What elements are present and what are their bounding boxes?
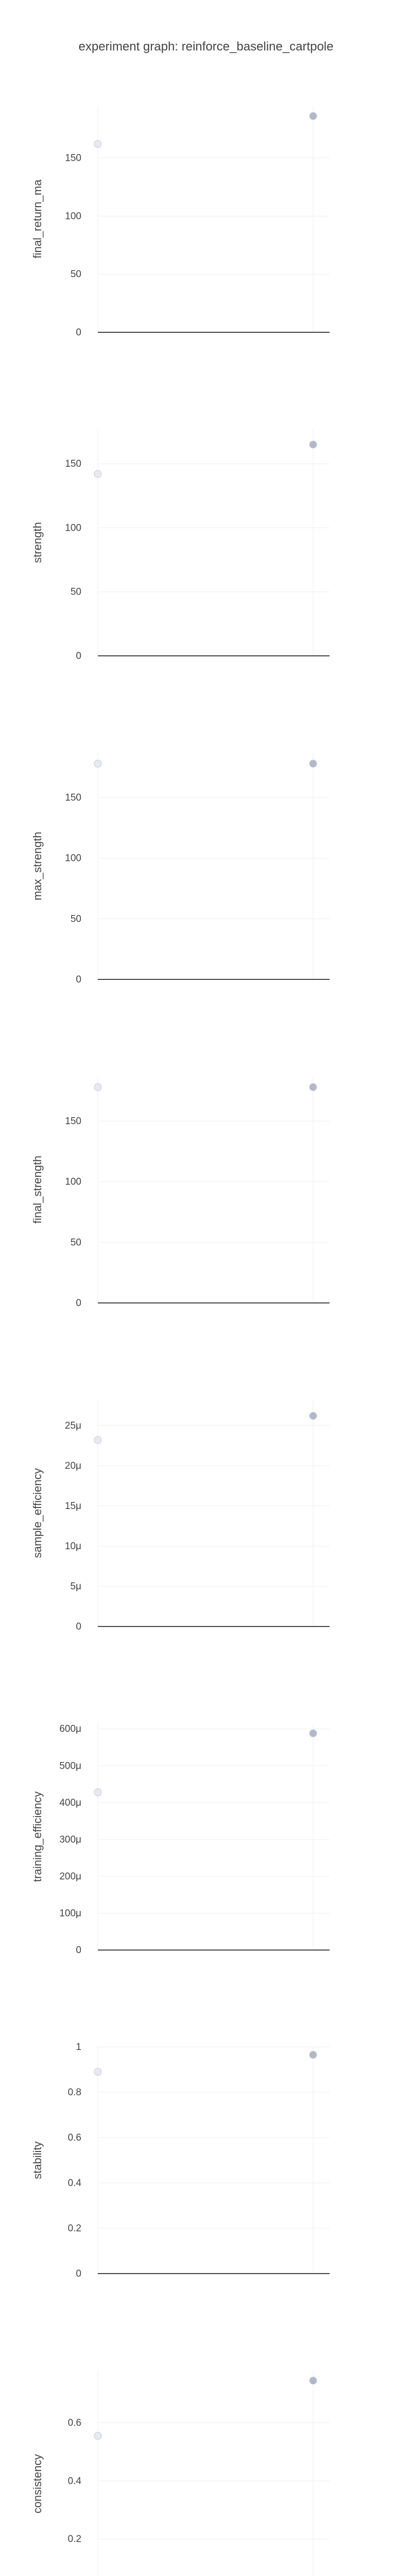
panel-final-return-ma: 0 50 100 150 final_return_ma	[31, 106, 330, 338]
y-tick-label: 50	[71, 587, 81, 598]
y-tick-label: 0.2	[68, 2534, 81, 2545]
y-tick-label: 0	[76, 1945, 81, 1956]
data-point-false	[94, 1436, 102, 1444]
y-tick-label: 0.2	[68, 2223, 81, 2234]
y-tick-label: 100	[65, 211, 81, 222]
y-tick-label: 0.8	[68, 2087, 81, 2098]
y-tick-label: 0	[76, 974, 81, 985]
data-point-true	[309, 1412, 317, 1420]
panel-consistency: 00.20.40.6consistencyFalseTrue	[31, 2370, 330, 2576]
y-tick-label: 0.6	[68, 2132, 81, 2143]
y-tick-label: 5μ	[70, 1581, 81, 1592]
data-point-true	[309, 759, 317, 768]
data-point-true	[309, 440, 317, 449]
y-tick-label: 0	[76, 651, 81, 662]
y-tick-label: 1	[76, 2042, 81, 2053]
y-tick-label: 15μ	[65, 1501, 81, 1512]
y-tick-label: 200μ	[59, 1871, 81, 1882]
y-axis-title: final_strength	[31, 1156, 44, 1224]
data-point-true	[309, 1083, 317, 1091]
y-tick-label: 150	[65, 153, 81, 164]
y-tick-label: 0	[76, 2268, 81, 2279]
data-point-false	[94, 1083, 102, 1091]
y-tick-label: 600μ	[59, 1724, 81, 1735]
data-point-false	[94, 1788, 102, 1797]
y-axis-title: final_return_ma	[31, 179, 44, 259]
y-axis-title: stability	[31, 2141, 44, 2179]
y-tick-label: 300μ	[59, 1834, 81, 1845]
data-point-false	[94, 2432, 102, 2440]
data-point-true	[309, 2377, 317, 2385]
y-tick-label: 10μ	[65, 1541, 81, 1552]
y-tick-label: 100	[65, 522, 81, 533]
data-point-false	[94, 759, 102, 768]
y-tick-label: 100μ	[59, 1908, 81, 1919]
y-tick-label: 150	[65, 1116, 81, 1127]
y-tick-label: 50	[71, 269, 81, 280]
y-tick-label: 0	[76, 1621, 81, 1632]
data-point-false	[94, 2067, 102, 2076]
y-tick-label: 0	[76, 327, 81, 338]
y-axis-title: max_strength	[31, 832, 44, 900]
data-point-true	[309, 1729, 317, 1737]
y-tick-label: 0.4	[68, 2476, 82, 2486]
panel-strength: 0 50 100 150 strength	[31, 429, 330, 662]
y-tick-label: 0.6	[68, 2418, 81, 2429]
panel-max-strength: 0 50 100 150 max_strength	[31, 753, 330, 985]
y-tick-label: 150	[65, 792, 81, 803]
data-point-false	[94, 140, 102, 148]
y-tick-label: 500μ	[59, 1760, 81, 1771]
data-point-true	[309, 112, 317, 120]
y-tick-label: 50	[71, 1237, 81, 1248]
y-tick-label: 100	[65, 1177, 81, 1188]
y-tick-label: 25μ	[65, 1420, 81, 1431]
y-tick-label: 20μ	[65, 1461, 81, 1471]
y-tick-label: 100	[65, 853, 81, 864]
y-tick-label: 0	[76, 1298, 81, 1309]
panels: 050100150final_return_ma050100150strengt…	[31, 106, 330, 2576]
y-tick-label: 50	[71, 913, 81, 924]
panel-training-efficiency: 0 100μ 200μ 300μ 400μ 500μ 600μ training_effici…	[31, 1723, 330, 1956]
y-axis-title: sample_efficiency	[31, 1468, 44, 1558]
panel-final-strength: 0 50 100 150 final_strength	[31, 1076, 330, 1309]
data-point-true	[309, 2050, 317, 2059]
panel-sample-efficiency: 0 5μ 10μ 15μ 20μ 25μ sample_efficiency	[31, 1400, 330, 1632]
y-tick-label: 400μ	[59, 1798, 81, 1808]
chart-title: experiment graph: reinforce_baseline_car…	[79, 40, 334, 54]
y-tick-label: 150	[65, 459, 81, 469]
y-tick-label: 0.4	[68, 2178, 82, 2189]
panel-stability: 0 0.2 0.4 0.6 0.8 1 stability	[31, 2042, 330, 2279]
y-axis-title: training_efficiency	[31, 1791, 44, 1882]
y-axis-title: consistency	[31, 2454, 44, 2514]
y-axis-title: strength	[31, 522, 44, 563]
data-point-false	[94, 470, 102, 478]
